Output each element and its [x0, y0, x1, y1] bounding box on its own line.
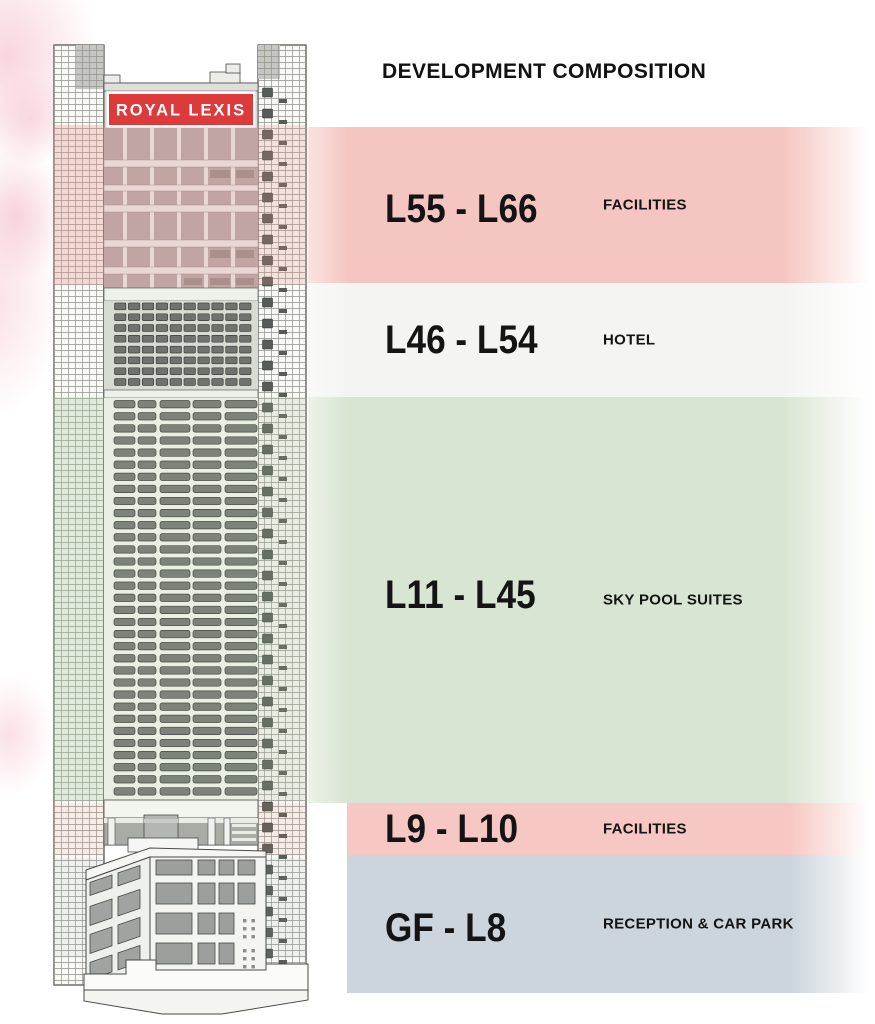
level-range: GF - L8 — [385, 905, 507, 950]
band-hotel: L46 - L54 HOTEL — [308, 283, 875, 397]
level-range: L9 - L10 — [385, 806, 519, 851]
podium-left-windows — [89, 864, 141, 980]
building-illustration: ROYAL LEXIS — [53, 44, 309, 1015]
royal-lexis-sign-panel — [109, 94, 253, 125]
page-title: DEVELOPMENT COMPOSITION — [382, 60, 707, 83]
band-facilities-lower: L9 - L10 FACILITIES — [347, 803, 875, 855]
band-tint-overlays — [54, 125, 306, 958]
hotel-floors — [103, 287, 259, 399]
zone-label: FACILITIES — [603, 820, 687, 838]
suites-window-rows — [113, 400, 258, 796]
base-plinth — [83, 959, 309, 1015]
right-tower-windows — [262, 87, 287, 964]
tower-face: ROYAL LEXIS — [103, 63, 259, 846]
facilities-floors — [103, 128, 259, 288]
hotel-window-grid — [114, 302, 252, 386]
level-range: L46 - L54 — [385, 317, 538, 362]
zone-label: SKY POOL SUITES — [603, 591, 743, 609]
royal-lexis-sign: ROYAL LEXIS — [105, 90, 257, 129]
right-mesh-tower — [257, 44, 307, 986]
band-facilities-upper: L55 - L66 FACILITIES — [308, 127, 875, 283]
zone-label: RECEPTION & CAR PARK — [603, 915, 794, 933]
level-range: L55 - L66 — [385, 186, 538, 231]
band-sky-pool-suites: L11 - L45 SKY POOL SUITES — [308, 397, 875, 803]
band-reception-carpark: GF - L8 RECEPTION & CAR PARK — [347, 855, 875, 993]
sky-pool-suites-floors — [104, 398, 258, 800]
left-mesh-tower — [53, 44, 105, 986]
zone-label: HOTEL — [603, 331, 656, 349]
zone-label: FACILITIES — [603, 196, 687, 214]
level-range: L11 - L45 — [385, 572, 536, 617]
podium — [85, 837, 267, 986]
podium-front-windows — [155, 859, 256, 969]
royal-lexis-sign-text: ROYAL LEXIS — [116, 102, 246, 120]
